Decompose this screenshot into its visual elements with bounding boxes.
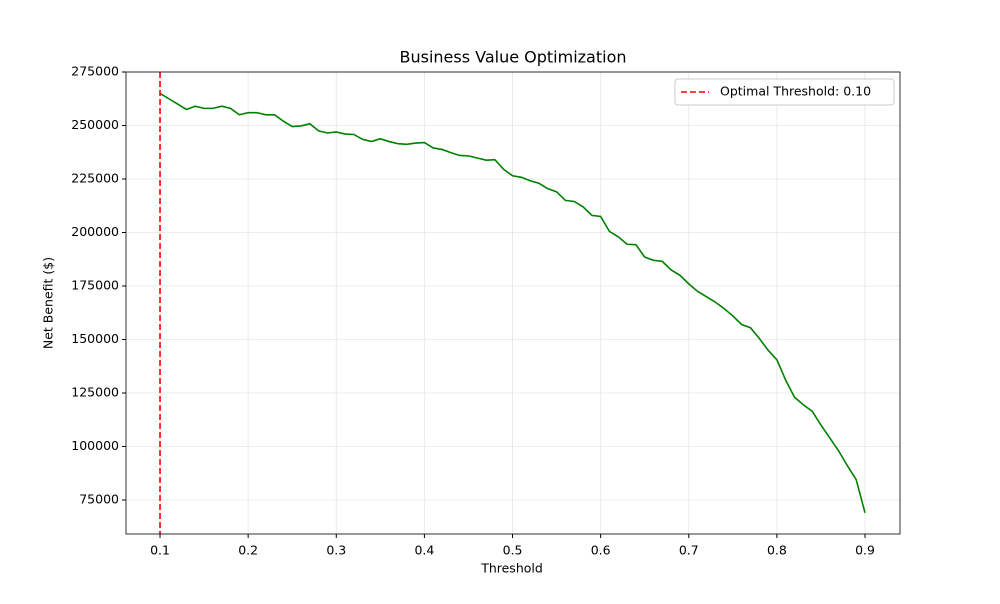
y-tick-label: 150000 <box>71 331 119 346</box>
x-tick-label: 0.2 <box>238 543 258 558</box>
x-tick-label: 0.3 <box>326 543 346 558</box>
x-tick-label: 0.9 <box>855 543 875 558</box>
y-tick-label: 75000 <box>79 491 119 506</box>
legend-label: Optimal Threshold: 0.10 <box>720 84 871 99</box>
y-tick-label: 125000 <box>71 384 119 399</box>
x-tick-label: 0.1 <box>150 543 170 558</box>
x-axis-label: Threshold <box>480 561 543 576</box>
x-tick-label: 0.6 <box>591 543 611 558</box>
legend-box <box>674 78 895 106</box>
y-tick-label: 175000 <box>71 277 119 292</box>
y-tick-label: 100000 <box>71 438 119 453</box>
x-tick-label: 0.5 <box>503 543 523 558</box>
y-axis-label: Net Benefit ($) <box>41 257 56 349</box>
x-tick-label: 0.7 <box>679 543 699 558</box>
y-tick-label: 200000 <box>71 224 119 239</box>
y-tick-label: 250000 <box>71 117 119 132</box>
data-line <box>159 92 866 514</box>
axes-frame <box>125 71 901 535</box>
x-tick-label: 0.8 <box>767 543 787 558</box>
chart-title: Business Value Optimization <box>399 48 626 67</box>
y-tick-label: 225000 <box>71 170 119 185</box>
x-tick-label: 0.4 <box>414 543 434 558</box>
y-tick-label: 275000 <box>71 64 119 79</box>
